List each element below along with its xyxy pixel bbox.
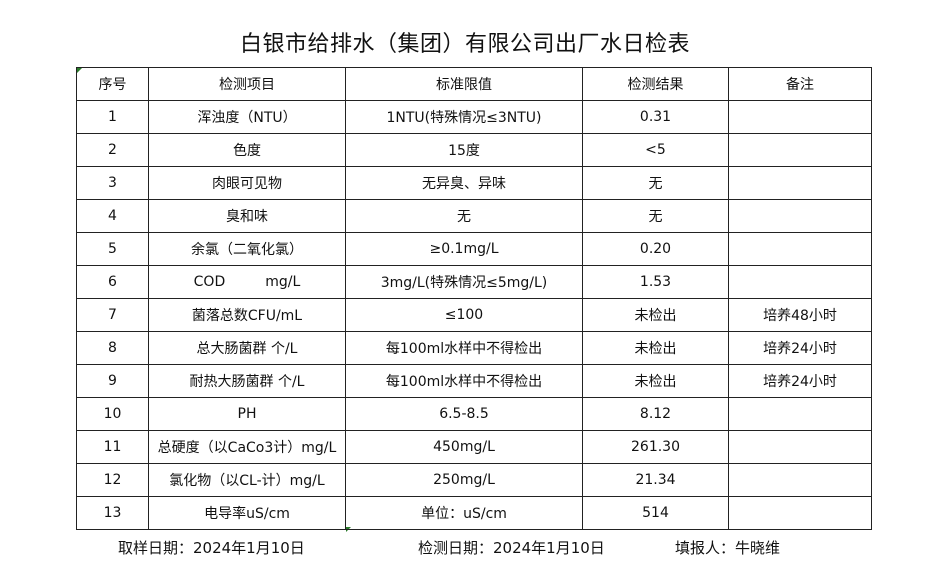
sampling-date: 取样日期：2024年1月10日	[118, 539, 305, 557]
test-item-cell: 总硬度（以CaCo3计）mg/L	[148, 430, 346, 464]
test-date: 检测日期：2024年1月10日	[418, 539, 605, 557]
table-row: 9 耐热大肠菌群 个/L 每100ml水样中不得检出 未检出 培养24小时	[76, 364, 872, 398]
row-number-cell: 12	[76, 463, 149, 497]
table-row: 1 浑浊度（NTU） 1NTU(特殊情况≤3NTU) 0.31	[76, 100, 872, 134]
standard-limit-cell: ≤100	[345, 298, 583, 332]
test-result-cell: 未检出	[582, 298, 729, 332]
test-item-cell: 电导率uS/cm	[148, 496, 346, 530]
remark-cell	[728, 397, 872, 431]
test-result-cell: 0.20	[582, 232, 729, 266]
test-item-cell: 菌落总数CFU/mL	[148, 298, 346, 332]
reporter: 填报人：牛晓维	[675, 539, 781, 557]
row-number-cell: 10	[76, 397, 149, 431]
row-number-cell: 1	[76, 100, 149, 134]
test-result-cell: 未检出	[582, 331, 729, 365]
header-row: 序号 检测项目 标准限值 检测结果 备注	[76, 67, 872, 101]
standard-limit-cell: 450mg/L	[345, 430, 583, 464]
standard-limit-cell: 250mg/L	[345, 463, 583, 497]
test-result-cell: 1.53	[582, 265, 729, 299]
test-item-cell: 肉眼可见物	[148, 166, 346, 200]
row-number-cell: 6	[76, 265, 149, 299]
remark-cell	[728, 496, 872, 530]
header-cell: 检测结果	[582, 67, 729, 101]
table-row: 11 总硬度（以CaCo3计）mg/L 450mg/L 261.30	[76, 430, 872, 464]
table-row: 8 总大肠菌群 个/L 每100ml水样中不得检出 未检出 培养24小时	[76, 331, 872, 365]
remark-cell	[728, 430, 872, 464]
standard-limit-cell: 1NTU(特殊情况≤3NTU)	[345, 100, 583, 134]
table-row: 4 臭和味无无	[76, 199, 872, 233]
remark-cell	[728, 463, 872, 497]
table-row: 10 PH 6.5-8.5 8.12	[76, 397, 872, 431]
standard-limit-cell: 6.5-8.5	[345, 397, 583, 431]
header-cell: 标准限值	[345, 67, 583, 101]
row-number-cell: 3	[76, 166, 149, 200]
row-number-cell: 8	[76, 331, 149, 365]
standard-limit-cell: 每100ml水样中不得检出	[345, 364, 583, 398]
remark-cell	[728, 199, 872, 233]
standard-limit-cell: 3mg/L(特殊情况≤5mg/L)	[345, 265, 583, 299]
test-result-cell: 0.31	[582, 100, 729, 134]
row-number-cell: 11	[76, 430, 149, 464]
remark-cell	[728, 265, 872, 299]
test-result-cell: 8.12	[582, 397, 729, 431]
test-item-cell: 色度	[148, 133, 346, 167]
remark-cell: 培养48小时	[728, 298, 872, 332]
row-number-cell: 7	[76, 298, 149, 332]
row-number-cell: 13	[76, 496, 149, 530]
header-cell: 备注	[728, 67, 872, 101]
row-number-cell: 5	[76, 232, 149, 266]
cell-marker	[346, 527, 351, 532]
standard-limit-cell: 无异臭、异味	[345, 166, 583, 200]
test-result-cell: 261.30	[582, 430, 729, 464]
test-item-cell: 浑浊度（NTU）	[148, 100, 346, 134]
table-row: 6 COD mg/L 3mg/L(特殊情况≤5mg/L) 1.53	[76, 265, 872, 299]
test-item-cell: PH	[148, 397, 346, 431]
standard-limit-cell: 每100ml水样中不得检出	[345, 331, 583, 365]
table-row: 3 肉眼可见物 无异臭、异味无	[76, 166, 872, 200]
test-result-cell: 514	[582, 496, 729, 530]
inspection-table: 序号 检测项目 标准限值 检测结果 备注 1 浑浊度（NTU） 1NTU(特殊情况≤…	[76, 67, 872, 530]
test-result-cell: <5	[582, 133, 729, 167]
table-row: 2 色度 15度 <5	[76, 133, 872, 167]
test-result-cell: 无	[582, 166, 729, 200]
remark-cell	[728, 232, 872, 266]
test-item-cell: COD mg/L	[148, 265, 346, 299]
test-item-cell: 余氯（二氧化氯）	[148, 232, 346, 266]
page-title: 白银市给排水（集团）有限公司出厂水日检表	[239, 32, 690, 57]
remark-cell	[728, 133, 872, 167]
row-number-cell: 9	[76, 364, 149, 398]
test-result-cell: 未检出	[582, 364, 729, 398]
test-result-cell: 21.34	[582, 463, 729, 497]
table-row: 7 菌落总数CFU/mL ≤100 未检出 培养48小时	[76, 298, 872, 332]
test-item-cell: 臭和味	[148, 199, 346, 233]
standard-limit-cell: 15度	[345, 133, 583, 167]
test-item-cell: 耐热大肠菌群 个/L	[148, 364, 346, 398]
table-row: 12 氯化物（以CL-计）mg/L 250mg/L 21.34	[76, 463, 872, 497]
standard-limit-cell: 单位：uS/cm	[345, 496, 583, 530]
header-cell: 序号	[76, 67, 149, 101]
row-number-cell: 4	[76, 199, 149, 233]
row-number-cell: 2	[76, 133, 149, 167]
test-item-cell: 总大肠菌群 个/L	[148, 331, 346, 365]
standard-limit-cell: 无	[345, 199, 583, 233]
remark-cell	[728, 166, 872, 200]
test-item-cell: 氯化物（以CL-计）mg/L	[148, 463, 346, 497]
table-row: 5 余氯（二氧化氯） ≥0.1mg/L 0.20	[76, 232, 872, 266]
standard-limit-cell: ≥0.1mg/L	[345, 232, 583, 266]
header-cell: 检测项目	[148, 67, 346, 101]
remark-cell	[728, 100, 872, 134]
table-row: 13 电导率uS/cm 单位：uS/cm 514	[76, 496, 872, 530]
test-result-cell: 无	[582, 199, 729, 233]
remark-cell: 培养24小时	[728, 331, 872, 365]
remark-cell: 培养24小时	[728, 364, 872, 398]
